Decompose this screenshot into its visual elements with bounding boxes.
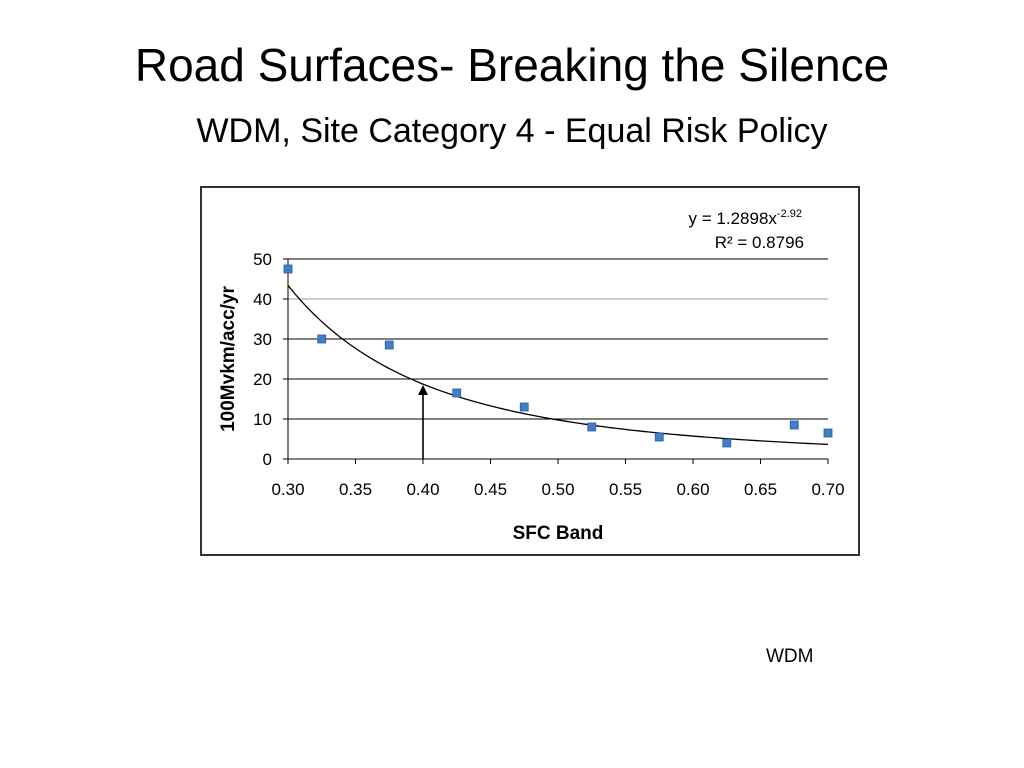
trendline bbox=[287, 285, 829, 446]
equation-exponent: -2.92 bbox=[777, 208, 802, 220]
x-tick-label: 0.65 bbox=[744, 480, 777, 499]
x-axis-label: SFC Band bbox=[513, 523, 604, 544]
x-tick-label: 0.50 bbox=[541, 480, 574, 499]
equation-prefix: y = 1.2898x bbox=[689, 209, 778, 228]
data-point bbox=[789, 420, 799, 430]
x-ticks: 0.30 0.35 0.40 0.45 0.50 0.55 0.60 0.65 0.70 bbox=[271, 459, 845, 499]
y-tick-label: 10 bbox=[253, 410, 272, 429]
x-tick-label: 0.45 bbox=[474, 480, 507, 499]
y-tick-label: 0 bbox=[263, 450, 272, 469]
scatter-chart: 0.30 0.35 0.40 0.45 0.50 0.55 0.60 0.65 0.70 0 10… bbox=[218, 208, 845, 544]
grid-lines bbox=[288, 258, 828, 420]
trendline-equation: y = 1.2898x-2.92 bbox=[689, 208, 802, 228]
y-axis-label: 100Mvkm/acc/yr bbox=[218, 286, 239, 432]
y-tick-label: 40 bbox=[253, 290, 272, 309]
x-tick-label: 0.30 bbox=[271, 480, 304, 499]
y-tick-label: 20 bbox=[253, 370, 272, 389]
r-squared-label: R² = 0.8796 bbox=[715, 233, 804, 252]
arrow-head bbox=[418, 385, 428, 395]
x-tick-label: 0.40 bbox=[406, 480, 439, 499]
chart-frame: 0.30 0.35 0.40 0.45 0.50 0.55 0.60 0.65 0.70 0 10… bbox=[200, 186, 860, 556]
y-ticks: 0 10 20 30 40 50 bbox=[253, 250, 288, 469]
data-point bbox=[317, 334, 327, 344]
data-points bbox=[283, 264, 833, 448]
data-point bbox=[587, 422, 597, 432]
slide-title: Road Surfaces- Breaking the Silence bbox=[134, 39, 890, 91]
slide-subtitle: WDM, Site Category 4 - Equal Risk Policy bbox=[196, 112, 828, 150]
y-tick-label: 30 bbox=[253, 330, 272, 349]
data-point bbox=[654, 432, 664, 442]
data-point bbox=[823, 428, 833, 438]
x-tick-label: 0.60 bbox=[676, 480, 709, 499]
data-point bbox=[283, 264, 293, 274]
annotation-arrow bbox=[418, 385, 428, 459]
x-tick-label: 0.35 bbox=[339, 480, 372, 499]
x-tick-label: 0.70 bbox=[811, 480, 844, 499]
y-tick-label: 50 bbox=[253, 250, 272, 269]
data-point bbox=[722, 438, 732, 448]
data-point bbox=[452, 388, 462, 398]
x-tick-label: 0.55 bbox=[609, 480, 642, 499]
data-point bbox=[519, 402, 529, 412]
data-point bbox=[384, 340, 394, 350]
footer-label: WDM bbox=[766, 646, 814, 667]
